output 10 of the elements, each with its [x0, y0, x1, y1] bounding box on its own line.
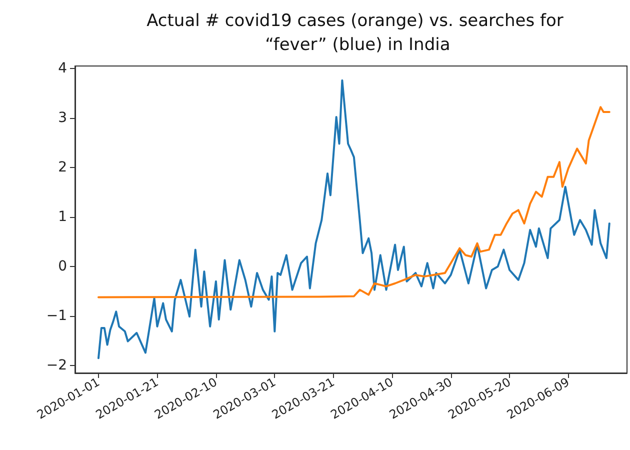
y-tick-label: 2	[58, 160, 67, 176]
y-tick-label: 0	[58, 258, 67, 275]
y-tick-label: 4	[58, 60, 68, 76]
line-series	[97, 106, 610, 298]
y-tick-label: −2	[46, 358, 67, 374]
y-tick-label: 1	[58, 209, 67, 226]
chart-title: Actual # covid19 cases (orange) vs. searches for “fever” (blue) in India	[146, 11, 564, 55]
line-series	[97, 79, 610, 360]
y-tick-label: 3	[58, 110, 67, 126]
y-tick-label: −1	[46, 308, 67, 324]
